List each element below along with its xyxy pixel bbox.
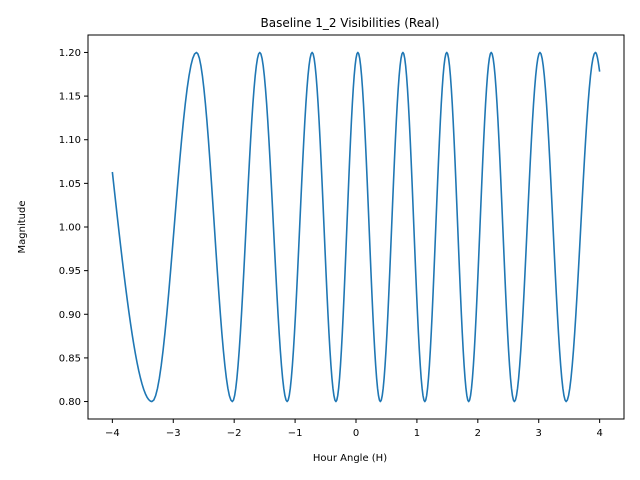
y-tick-label: 1.20 xyxy=(59,48,81,59)
x-tick-label: −4 xyxy=(105,428,120,439)
y-tick-label: 0.80 xyxy=(59,397,81,408)
y-axis: 0.80 0.85 0.90 0.95 1.00 1.05 1.10 1.15 1.20 xyxy=(59,48,88,408)
x-tick-label: 3 xyxy=(536,428,542,439)
y-tick-label: 1.15 xyxy=(59,92,81,103)
x-axis-label: Hour Angle (H) xyxy=(313,453,387,464)
y-tick-label: 0.90 xyxy=(59,310,81,321)
y-tick-label: 1.05 xyxy=(59,179,81,190)
plot-frame xyxy=(87,34,625,420)
x-tick-label: 4 xyxy=(596,428,602,439)
y-axis-label: Magnitude xyxy=(17,201,28,254)
x-tick-label: −1 xyxy=(288,428,303,439)
x-tick-label: 0 xyxy=(353,428,359,439)
y-tick-label: 0.95 xyxy=(59,266,81,277)
series-line xyxy=(111,51,601,403)
x-tick-label: 2 xyxy=(475,428,481,439)
y-tick-label: 1.10 xyxy=(59,135,81,146)
y-tick-label: 0.85 xyxy=(59,353,81,364)
x-tick-label: −3 xyxy=(166,428,181,439)
x-tick-label: −2 xyxy=(227,428,242,439)
chart-title: Baseline 1_2 Visibilities (Real) xyxy=(261,16,440,30)
y-tick-label: 1.00 xyxy=(59,223,81,234)
x-tick-label: 1 xyxy=(414,428,420,439)
x-axis: −4 −3 −2 −1 0 1 2 3 4 xyxy=(105,419,603,439)
